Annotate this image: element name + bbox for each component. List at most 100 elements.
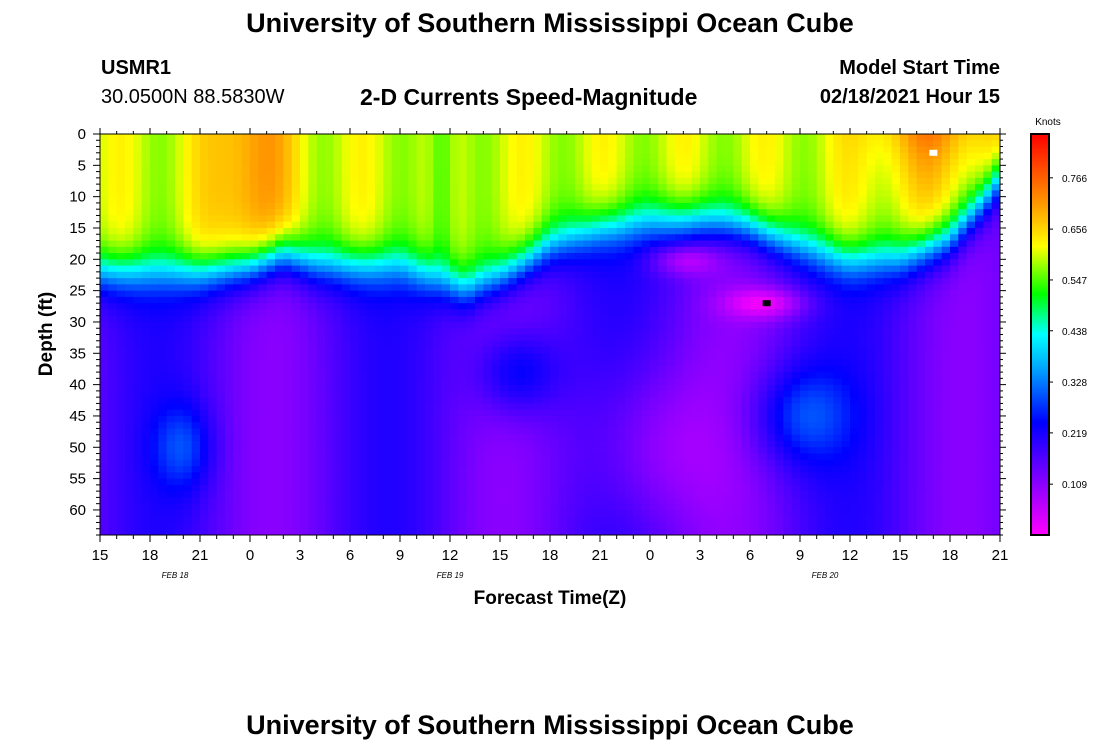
heatmap-cell <box>566 253 576 260</box>
heatmap-cell <box>241 159 251 166</box>
heatmap-cell <box>733 196 743 204</box>
heatmap-cell <box>250 516 259 524</box>
heatmap-cell <box>441 284 451 292</box>
heatmap-cell <box>133 428 143 436</box>
heatmap-cell <box>291 491 301 499</box>
heatmap-cell <box>358 359 368 367</box>
heatmap-cell <box>333 159 343 166</box>
heatmap-cell <box>100 403 109 411</box>
heatmap-cell <box>183 271 193 279</box>
heatmap-cell <box>141 422 151 430</box>
heatmap-cell <box>633 259 643 267</box>
heatmap-cell <box>491 372 501 379</box>
heatmap-cell <box>166 259 176 267</box>
heatmap-cell <box>233 202 243 210</box>
heatmap-cell <box>458 441 468 448</box>
heatmap-cell <box>183 509 193 517</box>
heatmap-cell <box>341 253 351 260</box>
heatmap-cell <box>333 221 343 229</box>
heatmap-cell <box>391 453 401 461</box>
heatmap-cell <box>741 215 751 223</box>
heatmap-cell <box>425 209 434 217</box>
heatmap-cell <box>691 240 701 248</box>
heatmap-cell <box>258 278 268 285</box>
heatmap-cell <box>416 165 426 173</box>
heatmap-cell <box>475 353 484 361</box>
heatmap-cell <box>108 328 118 336</box>
heatmap-cell <box>516 334 526 342</box>
heatmap-cell <box>725 303 734 311</box>
heatmap-cell <box>100 453 109 461</box>
heatmap-cell <box>100 516 109 524</box>
heatmap-cell <box>650 309 659 317</box>
heatmap-cell <box>275 397 284 405</box>
heatmap-cell <box>475 309 484 317</box>
heatmap-cell <box>450 140 459 148</box>
heatmap-cell <box>100 459 109 467</box>
heatmap-cell <box>208 159 218 166</box>
heatmap-cell <box>516 290 526 298</box>
heatmap-cell <box>350 334 359 342</box>
heatmap-cell <box>575 177 584 185</box>
heatmap-cell <box>625 234 634 242</box>
heatmap-cell <box>191 453 201 461</box>
heatmap-cell <box>308 491 318 499</box>
heatmap-cell <box>558 209 568 217</box>
heatmap-cell <box>183 146 193 154</box>
heatmap-cell <box>741 234 751 242</box>
heatmap-cell <box>358 378 368 386</box>
heatmap-cell <box>541 134 551 141</box>
heatmap-cell <box>716 509 726 517</box>
heatmap-cell <box>141 516 151 524</box>
heatmap-cell <box>450 390 459 398</box>
heatmap-cell <box>258 359 268 367</box>
heatmap-cell <box>433 209 443 217</box>
heatmap-cell <box>183 296 193 304</box>
heatmap-cell <box>625 284 634 292</box>
heatmap-cell <box>516 209 526 217</box>
heatmap-cell <box>675 215 684 223</box>
heatmap-cell <box>383 234 393 242</box>
heatmap-cell <box>708 365 718 373</box>
heatmap-cell <box>633 246 643 254</box>
heatmap-cell <box>166 353 176 361</box>
heatmap-cell <box>583 453 593 461</box>
heatmap-cell <box>691 227 701 235</box>
heatmap-cell <box>358 177 368 185</box>
heatmap-cell <box>450 271 459 279</box>
heatmap-cell <box>333 290 343 298</box>
heatmap-cell <box>416 466 426 473</box>
heatmap-cell <box>375 315 384 323</box>
heatmap-cell <box>475 165 484 173</box>
heatmap-cell <box>566 259 576 267</box>
heatmap-cell <box>725 359 734 367</box>
heatmap-cell <box>241 453 251 461</box>
heatmap-cell <box>625 184 634 191</box>
heatmap-cell <box>691 265 701 273</box>
heatmap-cell <box>516 202 526 210</box>
heatmap-cell <box>200 384 209 392</box>
heatmap-cell <box>500 134 509 141</box>
heatmap-cell <box>391 516 401 524</box>
heatmap-cell <box>716 177 726 185</box>
heatmap-cell <box>483 522 493 530</box>
heatmap-cell <box>341 428 351 436</box>
heatmap-cell <box>725 415 734 423</box>
heatmap-cell <box>533 347 543 354</box>
heatmap-cell <box>133 441 143 448</box>
heatmap-cell <box>641 434 651 442</box>
heatmap-cell <box>166 409 176 417</box>
heatmap-cell <box>350 140 359 148</box>
heatmap-cell <box>725 459 734 467</box>
heatmap-cell <box>250 415 259 423</box>
heatmap-cell <box>691 384 701 392</box>
heatmap-cell <box>191 290 201 298</box>
heatmap-cell <box>108 152 118 160</box>
heatmap-cell <box>500 290 509 298</box>
heatmap-cell <box>300 365 309 373</box>
heatmap-cell <box>316 478 326 486</box>
heatmap-cell <box>525 415 534 423</box>
heatmap-cell <box>366 315 376 323</box>
heatmap-cell <box>708 459 718 467</box>
heatmap-cell <box>375 303 384 311</box>
